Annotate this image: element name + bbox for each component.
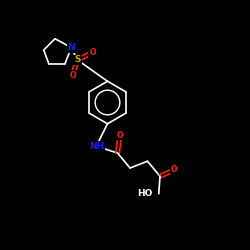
- Text: NH: NH: [88, 142, 104, 151]
- Text: HO: HO: [137, 189, 153, 198]
- Text: O: O: [89, 48, 96, 57]
- Text: O: O: [69, 70, 76, 80]
- Text: O: O: [170, 166, 177, 174]
- Text: N: N: [68, 43, 75, 52]
- Text: O: O: [117, 130, 123, 140]
- Text: S: S: [74, 56, 81, 64]
